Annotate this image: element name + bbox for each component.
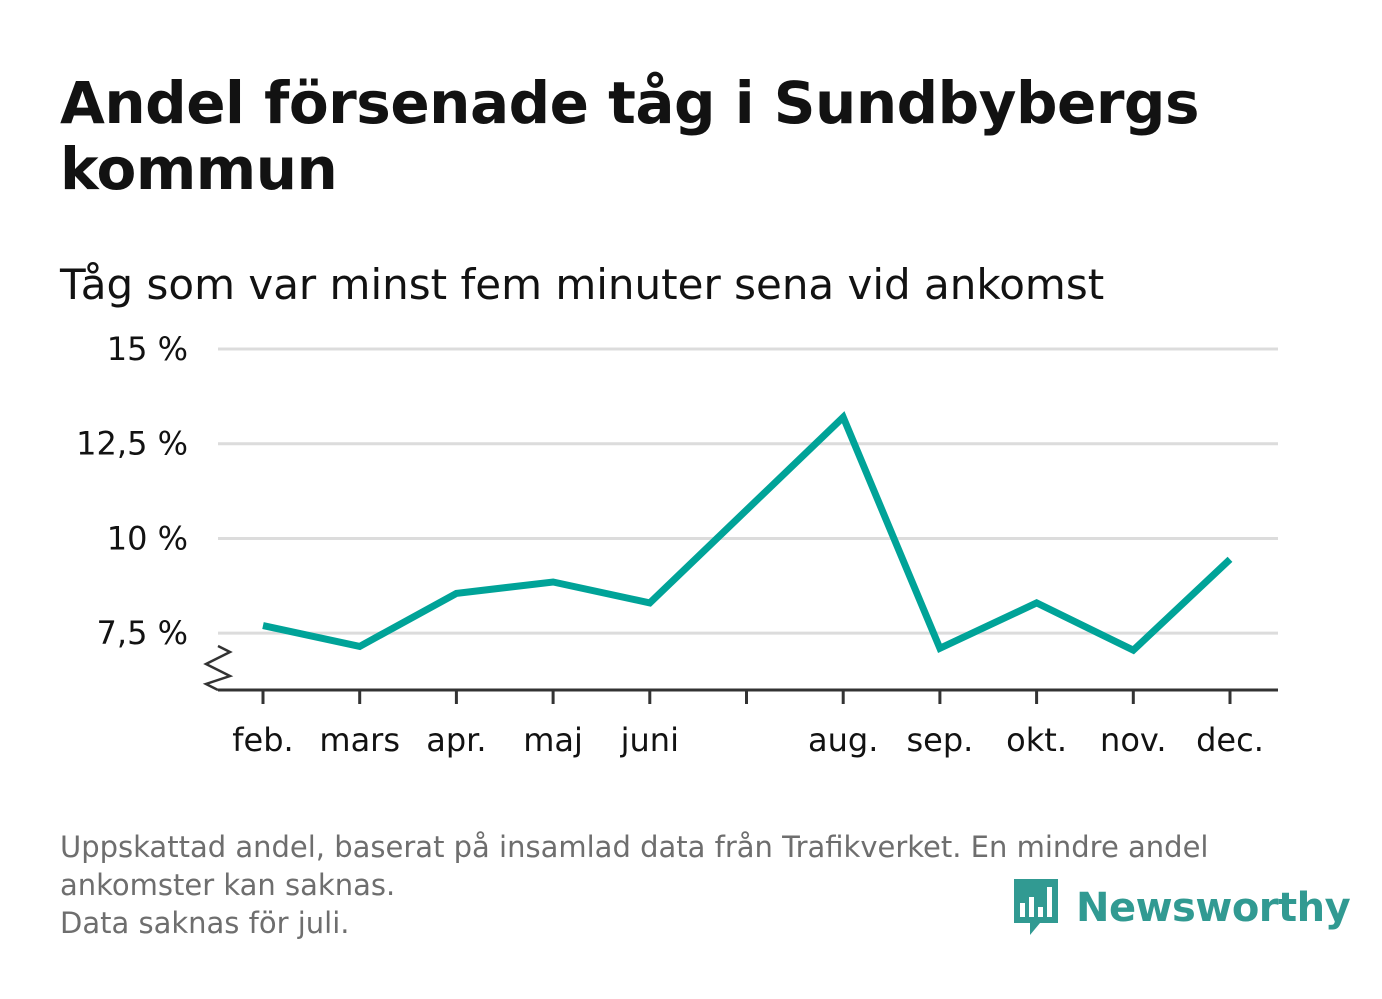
x-axis xyxy=(202,644,1278,692)
y-tick-label: 12,5 % xyxy=(76,425,188,463)
x-tick-label: aug. xyxy=(808,721,878,759)
series-lines xyxy=(262,411,1233,655)
series-line xyxy=(262,411,1233,655)
x-tick-label: juni xyxy=(620,721,679,759)
y-tick-label: 15 % xyxy=(107,330,188,368)
y-tick-label: 7,5 % xyxy=(97,614,188,652)
x-tick-label: dec. xyxy=(1196,721,1264,759)
gridlines xyxy=(218,347,1278,635)
brand-name: Newsworthy xyxy=(1076,885,1351,931)
chart-subtitle: Tåg som var minst fem minuter sena vid a… xyxy=(60,260,1105,309)
footer-note-line2: Data saknas för juli. xyxy=(60,906,350,940)
x-tick-label: nov. xyxy=(1100,721,1166,759)
x-tick-label: maj xyxy=(523,721,583,759)
x-tick-label: feb. xyxy=(232,721,293,759)
x-tick-label: sep. xyxy=(906,721,973,759)
y-axis-ticks: 7,5 % 10 % 12,5 % 15 % xyxy=(76,330,188,652)
brand-logo: Newsworthy xyxy=(1010,878,1351,938)
x-tick-label: apr. xyxy=(426,721,486,759)
axis-break-icon xyxy=(202,644,234,692)
x-tick-label: mars xyxy=(319,721,400,759)
footer-note: Uppskattad andel, baserat på insamlad da… xyxy=(60,828,1320,942)
newsworthy-logo-icon xyxy=(1014,879,1058,935)
chart-title: Andel försenade tåg i Sundbybergs kommun xyxy=(60,69,1199,203)
x-axis-ticks: feb. mars apr. maj juni aug. sep. okt. nov. dec. xyxy=(232,690,1264,759)
y-tick-label: 10 % xyxy=(107,519,188,557)
footer-note-line1: Uppskattad andel, baserat på insamlad da… xyxy=(60,830,1209,902)
x-tick-label: okt. xyxy=(1006,721,1067,759)
